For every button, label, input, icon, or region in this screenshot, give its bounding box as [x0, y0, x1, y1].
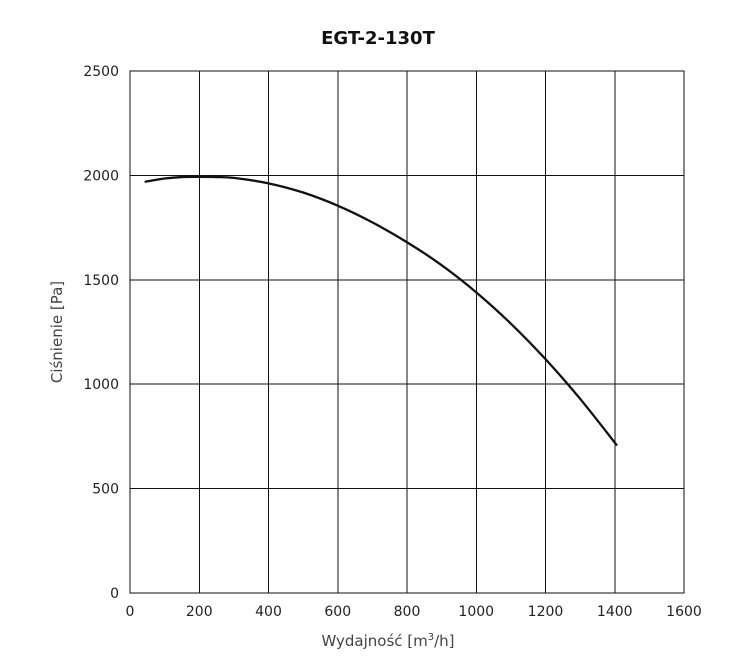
x-tick-label: 1200 — [528, 604, 564, 620]
x-tick-label: 200 — [186, 604, 213, 620]
x-tick-label: 1000 — [458, 604, 494, 620]
tick-labels: 0 200 400 600 800 1000 1200 1400 1600 0 500 1000 150… — [83, 64, 701, 620]
x-tick-label: 0 — [126, 604, 135, 620]
y-tick-label: 2500 — [83, 64, 119, 80]
chart-title: EGT-2-130T — [321, 28, 435, 49]
x-axis-label-suffix: /h] — [434, 632, 454, 650]
y-axis-label: Ciśnienie [Pa] — [48, 281, 66, 383]
y-tick-label: 2000 — [83, 168, 119, 184]
x-tick-label: 400 — [255, 604, 282, 620]
x-tick-label: 1400 — [597, 604, 633, 620]
plot-frame — [129, 70, 685, 594]
y-tick-label: 1000 — [83, 377, 119, 393]
x-axis-label-superscript: 3 — [428, 632, 434, 643]
y-tick-label: 1500 — [83, 273, 119, 289]
x-tick-label: 1600 — [666, 604, 702, 620]
x-tick-label: 800 — [394, 604, 421, 620]
x-axis-label: Wydajność [m3/h] — [321, 632, 454, 650]
x-axis-label-prefix: Wydajność [m — [321, 632, 427, 650]
series-line — [144, 175, 618, 446]
grid — [130, 71, 684, 593]
x-tick-label: 600 — [324, 604, 351, 620]
y-tick-label: 0 — [110, 586, 119, 602]
y-tick-label: 500 — [92, 482, 119, 498]
